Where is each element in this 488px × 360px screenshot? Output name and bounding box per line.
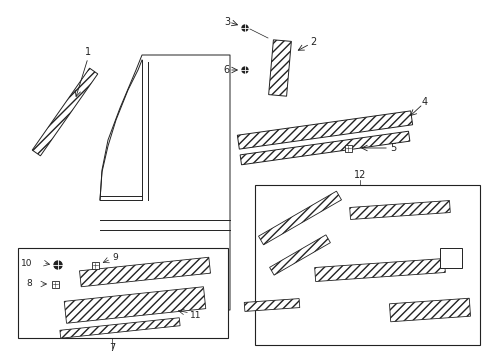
Polygon shape: [237, 111, 412, 149]
Text: 3: 3: [224, 17, 229, 27]
Bar: [344, 144, 351, 152]
Bar: [439, 248, 461, 268]
Text: 7: 7: [109, 343, 115, 353]
Polygon shape: [258, 191, 341, 245]
Polygon shape: [80, 257, 210, 287]
Polygon shape: [32, 68, 98, 156]
Bar: [18, 248, 227, 338]
Text: 10: 10: [20, 258, 32, 267]
Text: 9: 9: [112, 253, 118, 262]
Polygon shape: [240, 131, 409, 165]
Polygon shape: [268, 40, 291, 96]
Polygon shape: [314, 258, 445, 282]
Text: 12: 12: [353, 170, 366, 180]
Polygon shape: [60, 318, 180, 338]
Text: 2: 2: [309, 37, 316, 47]
Bar: [254, 185, 479, 345]
Polygon shape: [269, 235, 330, 275]
Bar: [91, 261, 98, 269]
Circle shape: [242, 67, 247, 73]
Text: 1: 1: [85, 47, 91, 57]
Polygon shape: [349, 201, 449, 220]
Polygon shape: [388, 298, 469, 322]
Bar: [51, 280, 59, 288]
Text: 6: 6: [224, 65, 229, 75]
Circle shape: [242, 25, 247, 31]
Text: 8: 8: [26, 279, 32, 288]
Circle shape: [54, 261, 62, 269]
Text: 4: 4: [421, 97, 427, 107]
Text: 11: 11: [190, 310, 201, 320]
Text: 5: 5: [389, 143, 395, 153]
Polygon shape: [64, 287, 205, 323]
Polygon shape: [244, 298, 299, 311]
